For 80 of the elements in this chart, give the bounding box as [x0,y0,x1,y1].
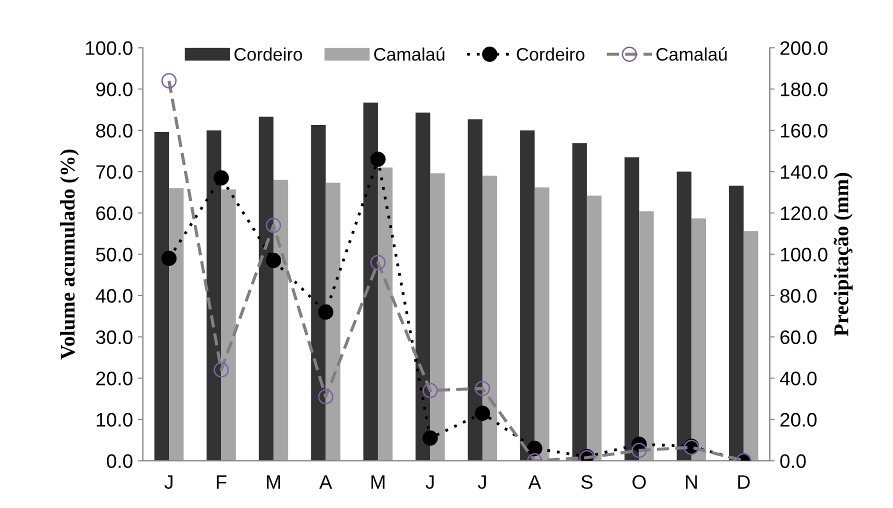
x-tick-label: S [581,475,593,489]
y-tick-label: 30.0 [96,330,132,344]
y2-tick-label: 200.0 [780,41,828,55]
bar [744,231,758,461]
x-tick-label: N [686,475,697,489]
legend-label: Cordeiro [234,47,302,61]
x-tick-label: D [738,475,750,489]
point [422,430,438,446]
y-tick-label: 20.0 [96,372,132,386]
point [370,254,386,270]
bar [729,186,744,461]
bar [416,112,430,461]
x-tick-label: O [632,475,646,489]
x-tick-label: A [319,475,332,489]
point [527,440,542,456]
bar [586,196,602,461]
x-tick-label: M [371,475,384,489]
y-tick-label: 90.0 [96,82,132,96]
x-tick-label: J [164,475,172,489]
bar [273,180,288,461]
y-tick-label: 70.0 [96,165,132,179]
bar [430,173,445,461]
point [632,442,647,458]
point [161,250,177,266]
bar [520,130,535,461]
bar [676,172,692,461]
y2-tick-label: 140.0 [780,165,828,179]
bar [221,189,236,461]
legend-label: Cordeiro [516,47,584,61]
y2-axis-title: Precipitação (mm) [834,172,853,336]
x-tick-label: J [426,475,434,489]
point [318,304,334,320]
y2-tick-label: 160.0 [780,124,828,138]
y2-tick-label: 20.0 [780,412,817,427]
y-tick-label: 100.0 [86,41,132,55]
bar [326,182,340,461]
point [161,73,177,88]
bar [534,187,550,461]
y2-tick-label: 180.0 [780,82,828,96]
x-tick-label: M [266,475,280,489]
y-tick-label: 40.0 [96,289,132,303]
bar [639,211,654,461]
point [318,389,334,404]
point [214,362,229,378]
y-tick-label: 10.0 [96,412,132,427]
y2-tick-label: 60.0 [780,330,817,344]
point [370,152,386,167]
bar [691,218,706,461]
bar [468,119,482,461]
bar [378,168,393,461]
x-tick-label: F [216,475,226,489]
point [266,218,282,233]
legend-label: Camalaú [374,47,444,61]
y-tick-label: 60.0 [96,206,132,220]
bar [311,124,326,461]
bar [206,130,222,461]
y2-tick-label: 40.0 [780,372,817,386]
point [214,170,229,186]
bar [482,176,498,461]
bar [169,188,184,461]
bar [258,116,274,461]
point [474,406,490,421]
x-tick-label: A [528,475,542,489]
y2-tick-label: 0.0 [780,454,806,468]
y-tick-label: 80.0 [96,124,132,138]
y2-tick-label: 120.0 [780,206,828,220]
y2-tick-label: 100.0 [780,248,828,262]
x-tick-label: J [478,475,486,489]
point [422,382,438,398]
point [474,380,490,396]
y-tick-label: 50.0 [96,248,132,262]
y-axis-title: Volume acumulado (%) [60,150,79,360]
y2-tick-label: 80.0 [780,289,817,303]
bar [363,102,378,461]
point [266,252,282,268]
bar [154,132,169,461]
bar [624,157,640,461]
y-tick-label: 0.0 [106,454,132,468]
legend-label: Camalaú [656,47,727,61]
bar [572,143,587,461]
